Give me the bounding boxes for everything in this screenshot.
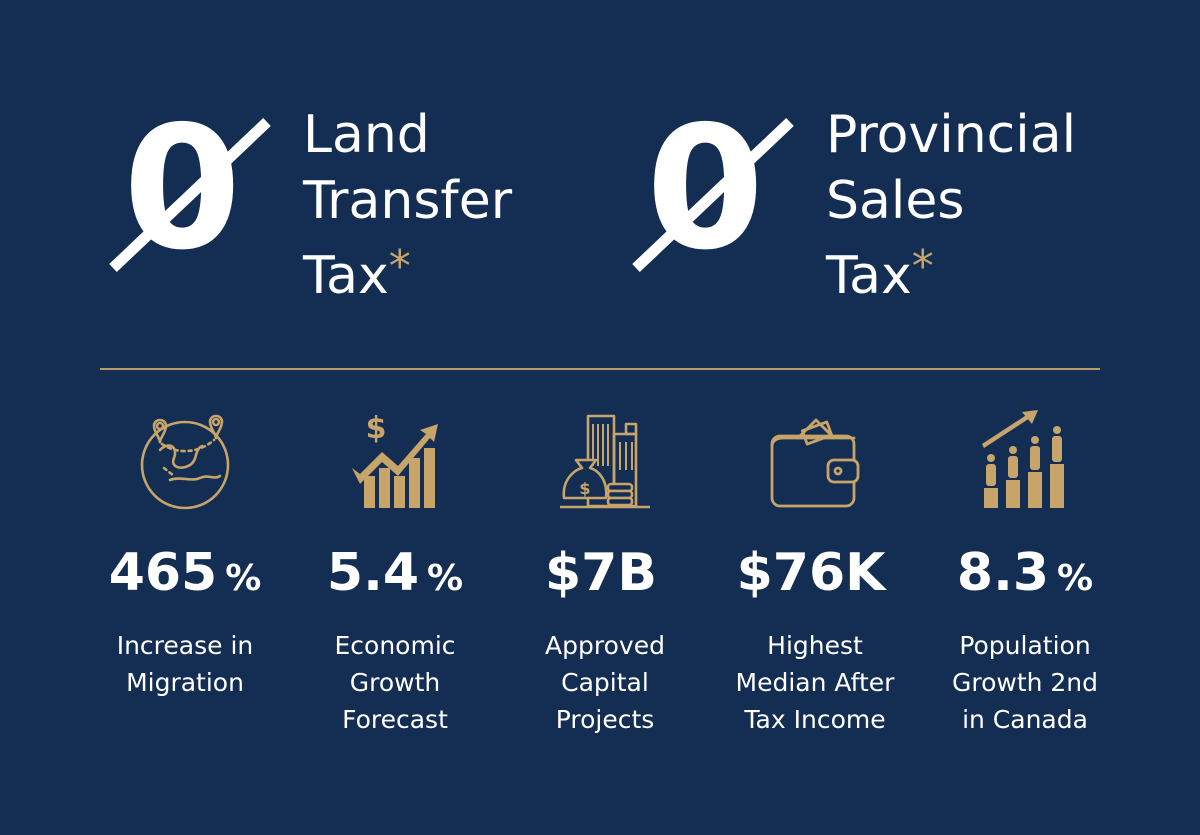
svg-text:$: $ — [366, 411, 387, 446]
caption-line: Growth — [349, 668, 441, 697]
slash-mark — [632, 118, 794, 272]
tax-label: Provincial Sales Tax* — [826, 102, 1076, 309]
stat-caption: Approved Capital Projects — [500, 627, 710, 738]
tax-label-word: Tax — [303, 246, 389, 306]
tax-label-line: Land — [303, 105, 430, 165]
stats-row: 465% Increase in Migration $ 5.4% Econom… — [80, 405, 1120, 765]
stat-number: 5.4 — [326, 543, 420, 603]
population-growth-icon — [982, 410, 1064, 508]
section-divider — [100, 368, 1100, 370]
stat-value: 8.3% — [920, 543, 1130, 609]
caption-line: Forecast — [342, 705, 448, 734]
stat-value: 465% — [80, 543, 290, 609]
tax-label: Land Transfer Tax* — [303, 102, 512, 309]
caption-line: Median After — [735, 668, 895, 697]
caption-line: in Canada — [962, 705, 1088, 734]
zero-slashed-icon: 0 — [105, 100, 275, 290]
stat-median-income: $76K Highest Median After Tax Income — [710, 405, 920, 765]
stat-economic-growth: $ 5.4% Economic Growth Forecast — [290, 405, 500, 765]
stat-unit: % — [1057, 558, 1094, 599]
caption-line: Projects — [555, 705, 655, 734]
tax-label-word: Tax — [826, 246, 912, 306]
stat-caption: Increase in Migration — [80, 627, 290, 701]
stat-caption: Economic Growth Forecast — [290, 627, 500, 738]
stat-caption: Highest Median After Tax Income — [710, 627, 920, 738]
caption-line: Approved — [545, 631, 665, 660]
tax-label-line: Sales — [826, 171, 965, 231]
caption-line: Highest — [767, 631, 863, 660]
buildings-money-icon: $ — [560, 414, 650, 509]
svg-text:$: $ — [579, 479, 590, 498]
caption-line: Tax Income — [744, 705, 886, 734]
caption-line: Growth 2nd — [951, 668, 1099, 697]
stat-unit: % — [427, 558, 464, 599]
asterisk-mark: * — [388, 241, 411, 292]
globe-pins-icon — [140, 414, 230, 510]
stat-number: 8.3 — [956, 543, 1050, 603]
tax-label-line: Provincial — [826, 105, 1077, 165]
tax-label-line: Transfer — [303, 171, 513, 231]
stat-number: $7B — [545, 543, 657, 603]
caption-line: Migration — [126, 668, 244, 697]
caption-line: Capital — [561, 668, 649, 697]
stat-capital-projects: $ $7B Approved Capital Projects — [500, 405, 710, 765]
stat-unit: % — [225, 558, 262, 599]
stat-migration: 465% Increase in Migration — [80, 405, 290, 765]
caption-line: Population — [959, 631, 1091, 660]
caption-line: Increase in — [116, 631, 254, 660]
stat-number: $76K — [736, 543, 886, 603]
slash-mark — [109, 118, 271, 272]
asterisk-mark: * — [911, 241, 934, 292]
stat-number: 465 — [108, 543, 218, 603]
stat-value: $76K — [710, 543, 920, 609]
wallet-icon — [770, 418, 860, 508]
tax-label-line: Tax* — [303, 234, 512, 309]
stat-value: $7B — [500, 543, 710, 609]
zero-slashed-icon: 0 — [628, 100, 798, 290]
growth-chart-icon: $ — [352, 411, 438, 508]
caption-line: Economic — [334, 631, 456, 660]
stat-value: 5.4% — [290, 543, 500, 609]
stat-population-growth: 8.3% Population Growth 2nd in Canada — [920, 405, 1130, 765]
stat-caption: Population Growth 2nd in Canada — [920, 627, 1130, 738]
tax-label-line: Tax* — [826, 234, 1076, 309]
